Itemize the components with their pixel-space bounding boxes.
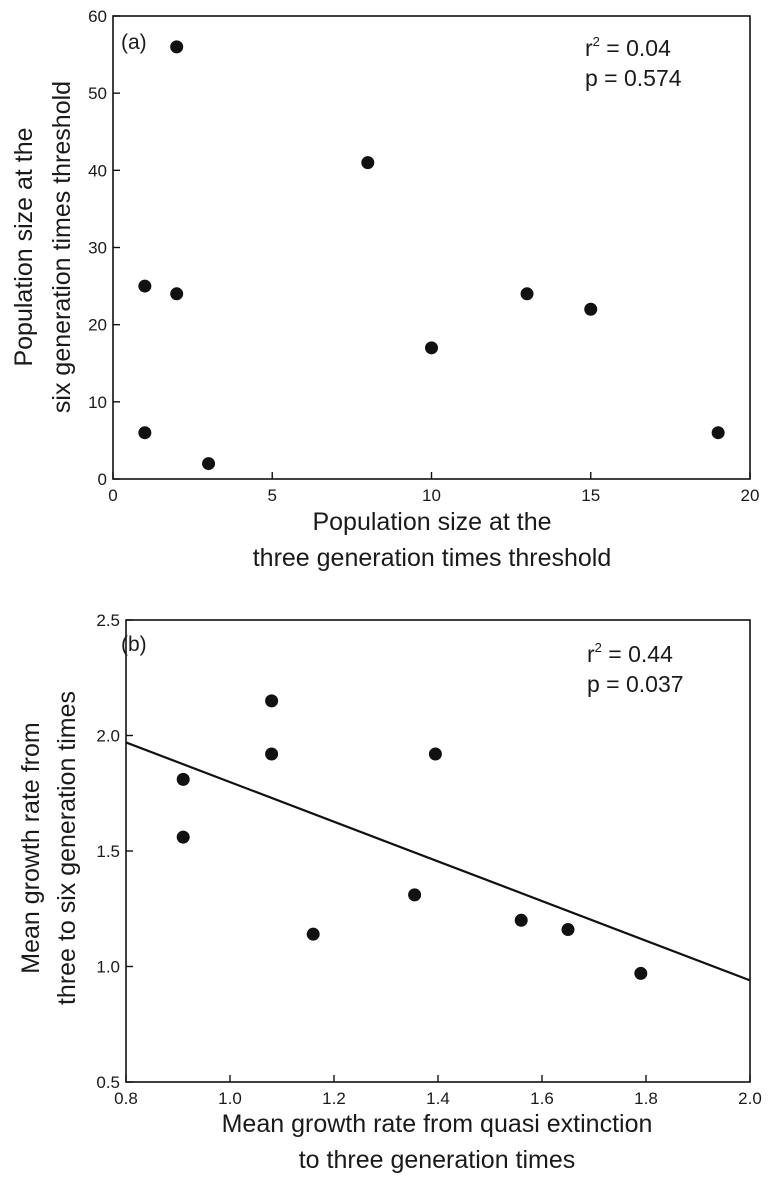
panel-a-x-tick-label: 20 (741, 486, 760, 505)
panel-b-data-point (306, 927, 320, 941)
panel-a-y-tick-label: 40 (88, 161, 107, 180)
panel-a-y-tick-label: 60 (88, 7, 107, 26)
panel-b-data-point (265, 747, 279, 761)
panel-b-label: (b) (121, 633, 147, 656)
panel-b-y-axis-title-line-1: Mean growth rate from (17, 722, 45, 974)
panel-a-y-axis-title: Population size at the six generation ti… (10, 81, 76, 413)
panel-b: 0.8 1.0 1.2 1.4 1.6 1.8 2.0 0.5 1.0 1.5 2.0 2.5 (b… (17, 611, 762, 1174)
panel-a-x-tick-label: 15 (581, 486, 600, 505)
panel-b-x-axis-title-line-1: Mean growth rate from quasi extinction (222, 1110, 653, 1138)
panel-a-y-ticks: 0 10 20 30 40 50 60 (88, 7, 120, 489)
panel-a-data-point (711, 426, 725, 440)
panel-a-y-axis-title-line-2: six generation times threshold (48, 81, 76, 413)
panel-a-data-point (138, 426, 152, 440)
panel-a-p-value: p = 0.574 (585, 65, 682, 91)
panel-b-y-ticks: 0.5 1.0 1.5 2.0 2.5 (96, 611, 133, 1092)
panel-b-data-point (265, 694, 279, 708)
panel-a-data-point (170, 40, 184, 54)
panel-a-label: (a) (121, 31, 147, 54)
panel-b-regression-line (125, 741, 751, 982)
panel-b-r2: r2 = 0.44 (587, 640, 673, 667)
panel-b-data-point (408, 888, 422, 902)
panel-a-data-point (584, 302, 598, 316)
panel-b-y-axis-title-line-2: three to six generation times (53, 691, 81, 1005)
panel-a-data-point (361, 156, 375, 170)
panel-a-y-tick-label: 20 (88, 316, 107, 335)
panel-a-data-point (520, 287, 534, 301)
panel-b-data-point (514, 913, 528, 927)
panel-a-y-axis-title-line-1: Population size at the (10, 127, 38, 366)
panel-b-y-tick-label: 0.5 (96, 1073, 120, 1092)
panel-b-y-tick-label: 1.0 (96, 958, 120, 977)
panel-b-p-value: p = 0.037 (587, 671, 684, 697)
panel-a-data-point (170, 287, 184, 301)
panel-a-x-ticks: 0 5 10 15 20 (108, 472, 759, 505)
panel-a-y-tick-label: 30 (88, 239, 107, 258)
panel-b-x-tick-label: 1.8 (634, 1089, 658, 1108)
panel-b-points (176, 694, 648, 980)
panel-b-y-tick-label: 2.5 (96, 611, 120, 630)
panel-b-data-point (176, 830, 190, 844)
panel-b-data-point (428, 747, 442, 761)
panel-a-r2: r2 = 0.04 (585, 34, 671, 61)
panel-b-x-ticks: 0.8 1.0 1.2 1.4 1.6 1.8 2.0 (114, 1075, 762, 1108)
panel-b-x-tick-label: 2.0 (738, 1089, 762, 1108)
panel-b-x-tick-label: 0.8 (114, 1089, 138, 1108)
panel-b-x-tick-label: 1.4 (426, 1089, 450, 1108)
panel-a-x-tick-label: 10 (422, 486, 441, 505)
panel-b-y-axis-title: Mean growth rate from three to six gener… (17, 691, 81, 1005)
panel-a-data-point (425, 341, 438, 355)
panel-b-data-point (176, 772, 190, 786)
panel-a-y-tick-label: 0 (98, 470, 107, 489)
panel-a-points (138, 40, 725, 471)
panel-a-y-tick-label: 50 (88, 84, 107, 103)
panel-a-y-tick-label: 10 (88, 393, 107, 412)
panel-b-x-axis-title-line-2: to three generation times (299, 1146, 576, 1174)
panel-a-data-point (138, 279, 152, 293)
panel-b-x-tick-label: 1.6 (530, 1089, 554, 1108)
panel-b-data-point (634, 966, 648, 980)
panel-b-data-point (561, 923, 575, 937)
panel-a-data-point (202, 457, 216, 471)
panel-a-x-axis-title-line-1: Population size at the (312, 508, 551, 536)
panel-a-x-axis-title-line-2: three generation times threshold (253, 544, 612, 572)
panel-b-y-tick-label: 1.5 (96, 842, 120, 861)
panel-a: 0 5 10 15 20 0 10 20 30 40 50 60 (a) r2 = 0.04 p =… (10, 7, 759, 572)
panel-a-x-tick-label: 5 (268, 486, 277, 505)
panel-b-y-tick-label: 2.0 (96, 727, 120, 746)
panel-b-x-tick-label: 1.2 (322, 1089, 346, 1108)
panel-b-x-tick-label: 1.0 (218, 1089, 242, 1108)
panel-a-x-tick-label: 0 (108, 486, 117, 505)
